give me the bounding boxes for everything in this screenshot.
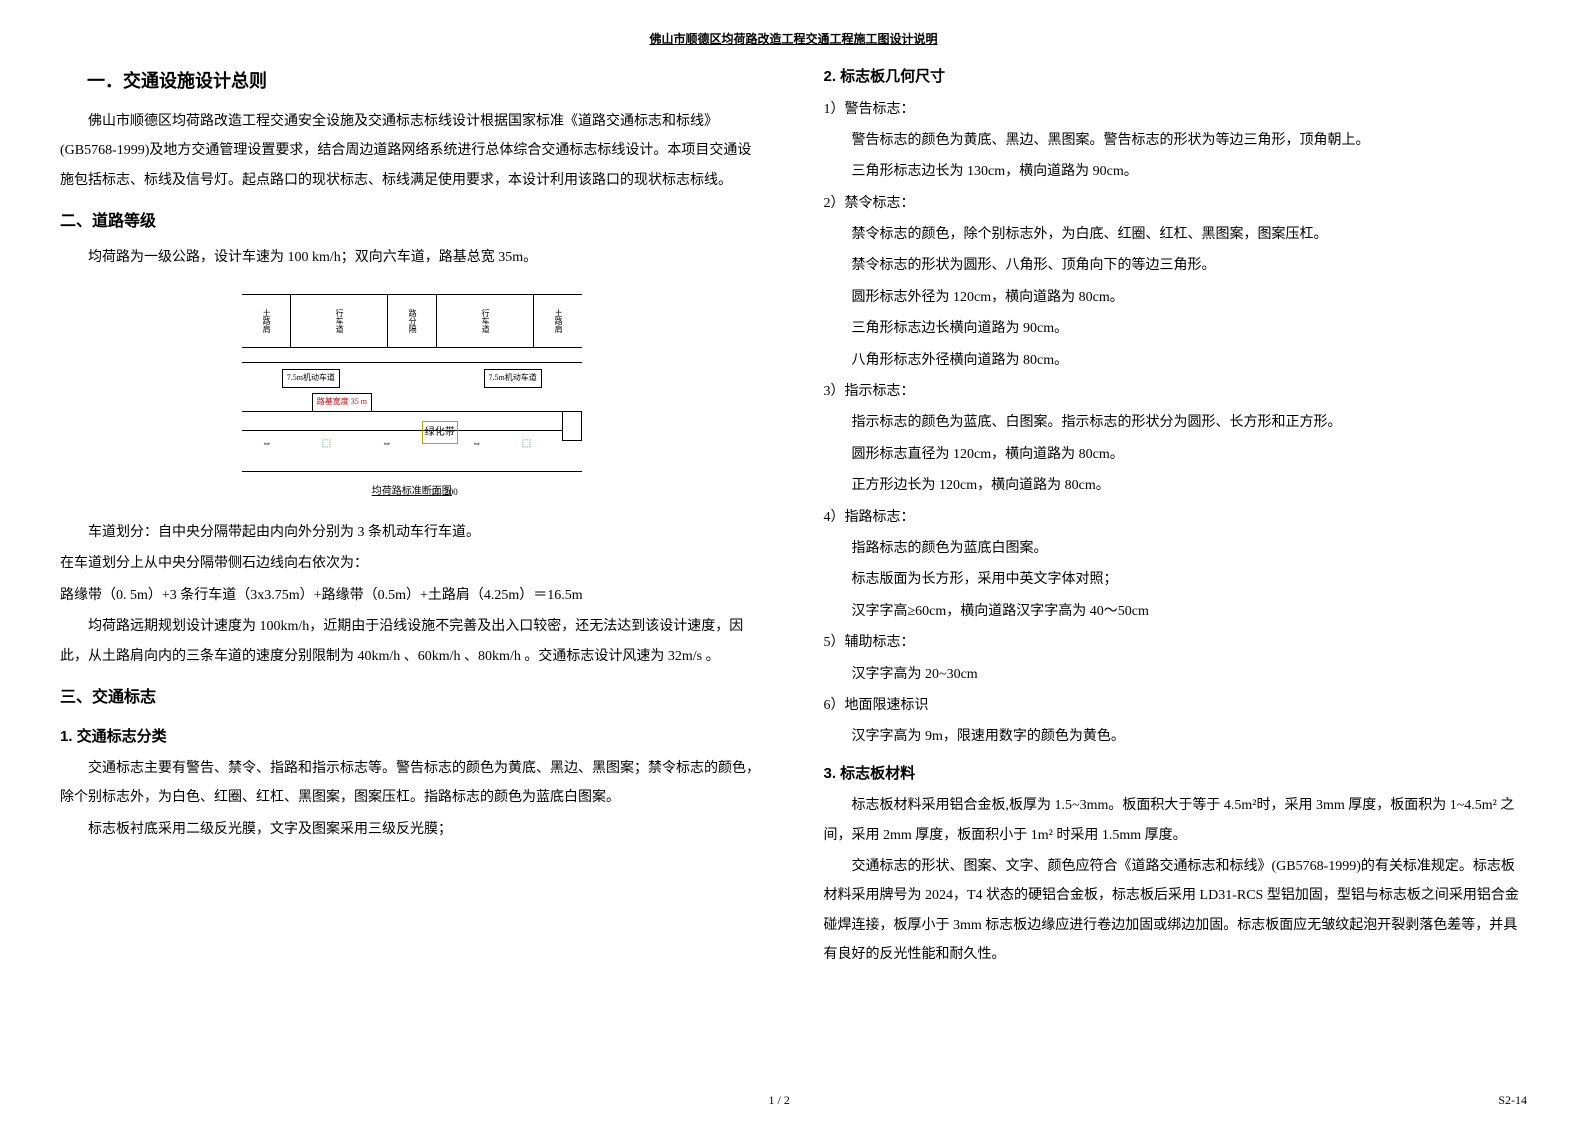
diagram-bottom-section: 7.5m机动车道 7.5m机动车道 路基宽度 35 m ⇔ ⬚ ⇔ 绿化带 ⇔ … (242, 362, 582, 472)
diagram-top-section: 土路肩 行车道 路分隔 行车道 土路肩 (242, 294, 582, 348)
lane-label: 路分隔 (388, 295, 437, 347)
list-item-line: 三角形标志边长横向道路为 90cm。 (824, 314, 1528, 343)
list-item-line: 八角形标志外径横向道路为 80cm。 (824, 346, 1528, 375)
diagram-marker: 绿化带 (422, 421, 458, 444)
diagram-marker: ⬚ (322, 433, 331, 454)
paragraph: 路缘带（0. 5m）+3 条行车道（3x3.75m）+路缘带（0.5m）+土路肩… (60, 581, 764, 610)
list-item-line: 圆形标志外径为 120cm，横向道路为 80cm。 (824, 283, 1528, 312)
lane-label: 土路肩 (534, 295, 582, 347)
lane-label: 行车道 (291, 295, 388, 347)
diagram-road-line (242, 411, 582, 431)
list-item-line: 汉字字高为 20~30cm (824, 660, 1528, 689)
paragraph: 在车道划分上从中央分隔带侧石边线向右依次为： (60, 549, 764, 578)
list-item-title: 1）警告标志： (824, 95, 1528, 124)
content-columns: 一．交通设施设计总则 佛山市顺德区均荷路改造工程交通安全设施及交通标志标线设计根… (60, 55, 1527, 1055)
diagram-marker: ⇔ (262, 433, 272, 454)
list-item-line: 圆形标志直径为 120cm，横向道路为 80cm。 (824, 440, 1528, 469)
page-number: 1 / 2 (768, 1093, 789, 1108)
diagram-marker: ⇔ (472, 433, 482, 454)
paragraph: 车道划分：自中央分隔带起由内向外分别为 3 条机动车行车道。 (60, 518, 764, 547)
list-item-line: 禁令标志的形状为圆形、八角形、顶角向下的等边三角形。 (824, 251, 1528, 280)
paragraph: 佛山市顺德区均荷路改造工程交通安全设施及交通标志标线设计根据国家标准《道路交通标… (60, 107, 764, 195)
page-footer: 1 / 2 S2-14 (0, 1093, 1587, 1108)
paragraph: 标志板材料采用铝合金板,板厚为 1.5~3mm。板面积大于等于 4.5m²时，采… (824, 791, 1528, 850)
list-item-line: 指路标志的颜色为蓝底白图案。 (824, 534, 1528, 563)
list-item-title: 2）禁令标志： (824, 189, 1528, 218)
subheading: 3. 标志板材料 (824, 758, 1528, 790)
diagram-marker (562, 411, 582, 441)
list-item-line: 禁令标志的颜色，除个别标志外，为白底、红圈、红杠、黑图案，图案压杠。 (824, 220, 1528, 249)
paragraph: 均荷路远期规划设计速度为 100km/h，近期由于沿线设施不完善及出入口较密，还… (60, 612, 764, 671)
page-code: S2-14 (1498, 1093, 1527, 1108)
diagram-label-box: 路基宽度 35 m (312, 393, 372, 412)
right-column: 2. 标志板几何尺寸 1）警告标志： 警告标志的颜色为黄底、黑边、黑图案。警告标… (824, 55, 1528, 1055)
diagram-caption: 均荷路标准断面图 1：200 (222, 481, 602, 502)
diagram-marker: ⇔ (382, 433, 392, 454)
list-item-line: 指示标志的颜色为蓝底、白图案。指示标志的形状分为圆形、长方形和正方形。 (824, 408, 1528, 437)
page-header: 佛山市顺德区均荷路改造工程交通工程施工图设计说明 (60, 30, 1527, 47)
heading-section-3: 三、交通标志 (60, 681, 764, 715)
list-item-line: 正方形边长为 120cm，横向道路为 80cm。 (824, 471, 1528, 500)
left-column: 一．交通设施设计总则 佛山市顺德区均荷路改造工程交通安全设施及交通标志标线设计根… (60, 55, 764, 1055)
diagram-marker: ⬚ (522, 433, 531, 454)
cross-section-diagram: 土路肩 行车道 路分隔 行车道 土路肩 7.5m机动车道 7.5m机动车道 路基… (222, 282, 602, 502)
list-item-title: 3）指示标志： (824, 377, 1528, 406)
paragraph: 标志板衬底采用二级反光膜，文字及图案采用三级反光膜； (60, 815, 764, 844)
list-item-line: 汉字字高为 9m，限速用数字的颜色为黄色。 (824, 722, 1528, 751)
list-item-line: 汉字字高≥60cm，横向道路汉字字高为 40～50cm (824, 597, 1528, 626)
heading-section-1: 一．交通设施设计总则 (60, 63, 764, 101)
diagram-label-box: 7.5m机动车道 (282, 369, 340, 388)
lane-label: 行车道 (437, 295, 534, 347)
lane-label: 土路肩 (242, 295, 291, 347)
paragraph: 均荷路为一级公路，设计车速为 100 km/h；双向六车道，路基总宽 35m。 (60, 243, 764, 272)
heading-section-2: 二、道路等级 (60, 205, 764, 239)
diagram-label-box: 7.5m机动车道 (484, 369, 542, 388)
list-item-line: 标志版面为长方形，采用中英文字体对照； (824, 565, 1528, 594)
subheading: 1. 交通标志分类 (60, 721, 764, 753)
list-item-title: 4）指路标志： (824, 503, 1528, 532)
list-item-title: 6）地面限速标识 (824, 691, 1528, 720)
paragraph: 交通标志主要有警告、禁令、指路和指示标志等。警告标志的颜色为黄底、黑边、黑图案；… (60, 754, 764, 813)
diagram-scale: 1：200 (431, 483, 458, 502)
paragraph: 交通标志的形状、图案、文字、颜色应符合《道路交通标志和标线》(GB5768-19… (824, 852, 1528, 970)
list-item-line: 三角形标志边长为 130cm，横向道路为 90cm。 (824, 157, 1528, 186)
list-item-title: 5）辅助标志： (824, 628, 1528, 657)
subheading: 2. 标志板几何尺寸 (824, 61, 1528, 93)
list-item-line: 警告标志的颜色为黄底、黑边、黑图案。警告标志的形状为等边三角形，顶角朝上。 (824, 126, 1528, 155)
